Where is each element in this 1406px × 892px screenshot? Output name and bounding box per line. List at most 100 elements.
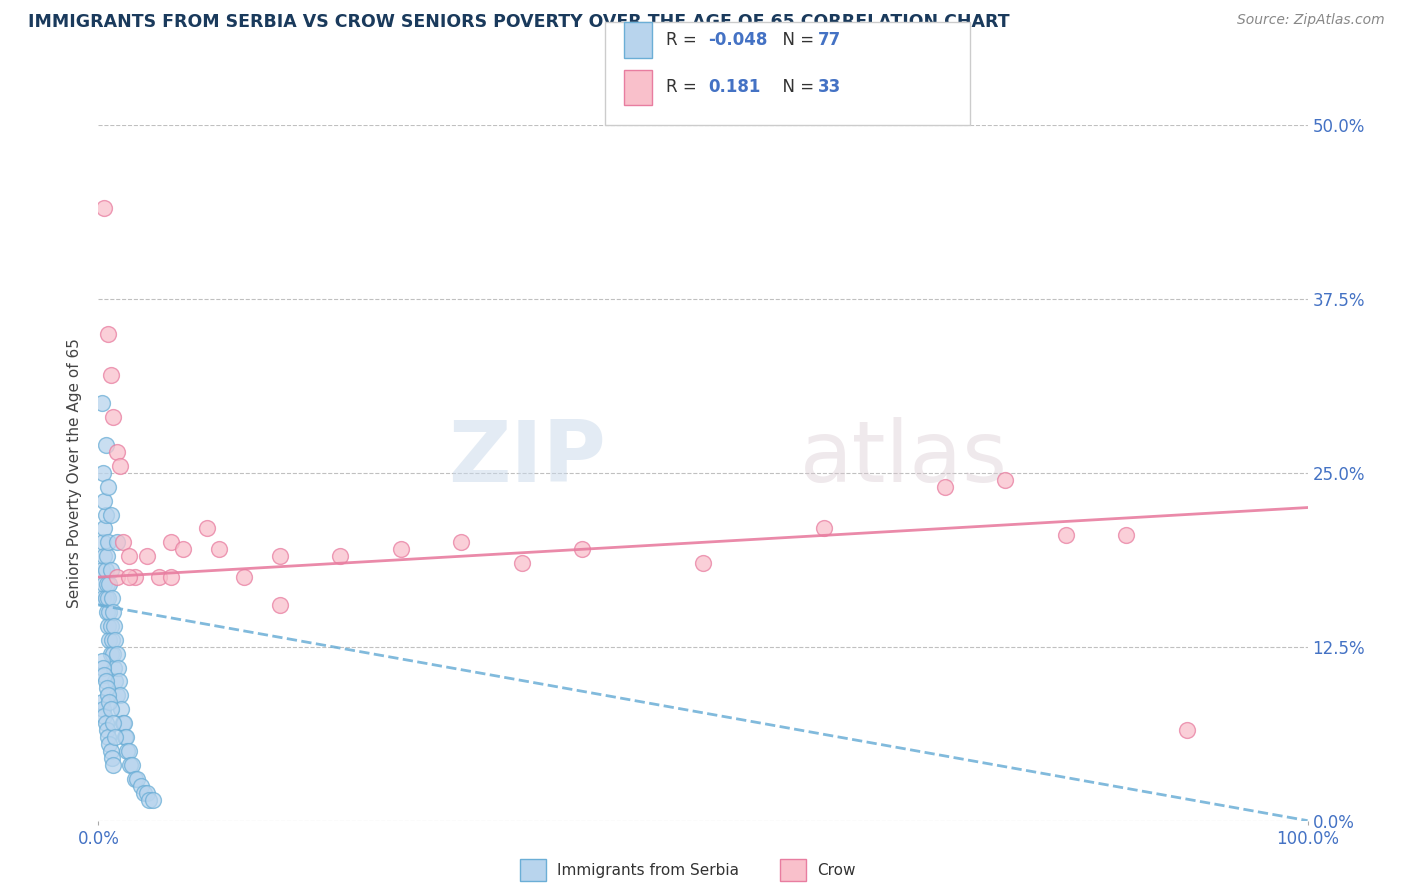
Point — [389, 542, 412, 557]
Point — [114, 730, 136, 744]
Point — [934, 480, 956, 494]
Point — [96, 605, 118, 619]
Point — [96, 577, 118, 591]
Point — [101, 410, 124, 425]
Point — [994, 473, 1017, 487]
Point — [138, 793, 160, 807]
Point — [111, 716, 134, 731]
Point — [232, 570, 254, 584]
Point — [172, 542, 194, 557]
Point — [195, 521, 218, 535]
Point — [98, 605, 121, 619]
Point — [571, 542, 593, 557]
Point — [96, 681, 118, 696]
Point — [117, 744, 139, 758]
Point — [100, 702, 122, 716]
Point — [112, 716, 135, 731]
Point — [127, 772, 149, 786]
Point — [93, 577, 115, 591]
Point — [118, 549, 141, 564]
Point — [100, 744, 122, 758]
Point — [100, 368, 122, 383]
Point — [692, 556, 714, 570]
Text: N =: N = — [772, 31, 820, 49]
Point — [91, 466, 114, 480]
Point — [91, 695, 114, 709]
Point — [94, 438, 117, 452]
Text: R =: R = — [666, 78, 703, 96]
Point — [135, 786, 157, 800]
Text: R =: R = — [666, 31, 703, 49]
Text: atlas: atlas — [800, 417, 1008, 500]
Point — [91, 535, 114, 549]
Point — [97, 535, 120, 549]
Point — [108, 689, 131, 703]
Point — [124, 570, 146, 584]
Point — [115, 730, 138, 744]
Text: IMMIGRANTS FROM SERBIA VS CROW SENIORS POVERTY OVER THE AGE OF 65 CORRELATION CH: IMMIGRANTS FROM SERBIA VS CROW SENIORS P… — [28, 13, 1010, 31]
Point — [108, 458, 131, 473]
Point — [97, 591, 120, 605]
Point — [105, 445, 128, 459]
Point — [94, 716, 117, 731]
Point — [94, 508, 117, 522]
Point — [104, 730, 127, 744]
Point — [96, 549, 118, 564]
Point — [1175, 723, 1198, 738]
Point — [101, 716, 124, 731]
Point — [91, 702, 114, 716]
Point — [93, 521, 115, 535]
Text: 33: 33 — [818, 78, 842, 96]
Point — [118, 744, 141, 758]
Point — [134, 786, 156, 800]
Point — [100, 563, 122, 577]
Point — [96, 723, 118, 738]
Point — [101, 647, 124, 661]
Point — [100, 508, 122, 522]
Point — [97, 619, 120, 633]
Point — [97, 326, 120, 341]
Point — [148, 570, 170, 584]
Point — [160, 570, 183, 584]
Point — [94, 674, 117, 689]
Point — [1115, 528, 1137, 542]
Point — [105, 570, 128, 584]
Text: Source: ZipAtlas.com: Source: ZipAtlas.com — [1237, 13, 1385, 28]
Text: Crow: Crow — [817, 863, 855, 878]
Text: Immigrants from Serbia: Immigrants from Serbia — [557, 863, 738, 878]
Point — [91, 396, 114, 410]
Point — [97, 730, 120, 744]
Point — [91, 660, 114, 674]
Point — [1054, 528, 1077, 542]
Point — [118, 570, 141, 584]
Point — [103, 619, 125, 633]
Point — [100, 751, 122, 765]
Point — [100, 632, 122, 647]
Point — [91, 563, 114, 577]
Point — [108, 674, 131, 689]
Point — [97, 689, 120, 703]
Point — [101, 605, 124, 619]
Point — [118, 758, 141, 772]
Point — [98, 737, 121, 751]
Point — [91, 654, 114, 668]
Point — [142, 793, 165, 807]
Point — [93, 202, 115, 216]
Y-axis label: Seniors Poverty Over the Age of 65: Seniors Poverty Over the Age of 65 — [67, 338, 83, 607]
Point — [135, 549, 157, 564]
Point — [94, 591, 117, 605]
Point — [91, 591, 114, 605]
Point — [813, 521, 835, 535]
Point — [98, 632, 121, 647]
Text: N =: N = — [772, 78, 820, 96]
Text: ZIP: ZIP — [449, 417, 606, 500]
Point — [100, 591, 122, 605]
Text: -0.048: -0.048 — [709, 31, 768, 49]
Point — [98, 577, 121, 591]
Point — [100, 619, 122, 633]
Point — [105, 689, 128, 703]
Point — [121, 758, 143, 772]
Point — [450, 535, 472, 549]
Point — [93, 709, 115, 723]
Point — [269, 598, 291, 612]
